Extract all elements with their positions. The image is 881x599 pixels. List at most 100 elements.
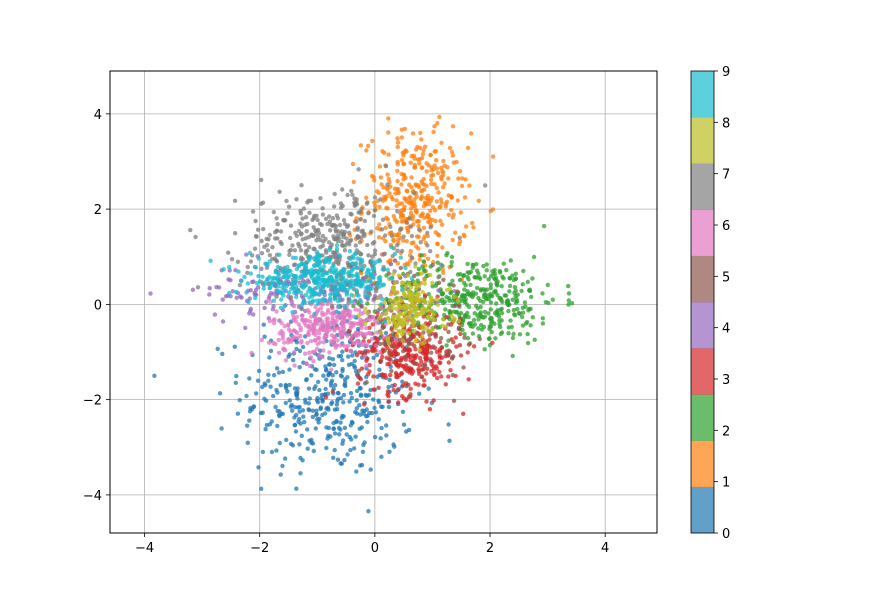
scatter-point-class-9 — [372, 261, 376, 265]
scatter-point-class-4 — [224, 294, 228, 298]
scatter-point-class-2 — [518, 332, 522, 336]
scatter-point-class-2 — [440, 292, 444, 296]
scatter-point-class-7 — [246, 265, 250, 269]
scatter-point-class-2 — [514, 277, 518, 281]
scatter-point-class-9 — [262, 286, 266, 290]
scatter-point-class-7 — [429, 225, 433, 229]
scatter-point-class-0 — [275, 366, 279, 370]
scatter-point-class-0 — [365, 420, 369, 424]
scatter-point-class-7 — [355, 197, 359, 201]
scatter-point-class-2 — [551, 298, 555, 302]
scatter-point-class-9 — [348, 249, 352, 253]
scatter-point-class-3 — [424, 371, 428, 375]
scatter-point-class-7 — [363, 219, 367, 223]
scatter-point-class-0 — [401, 410, 405, 414]
scatter-point-class-0 — [358, 386, 362, 390]
scatter-point-class-1 — [402, 207, 406, 211]
scatter-point-class-5 — [446, 352, 450, 356]
scatter-point-class-6 — [313, 338, 317, 342]
scatter-point-class-8 — [363, 307, 367, 311]
scatter-point-class-7 — [299, 231, 303, 235]
scatter-point-class-5 — [457, 326, 461, 330]
scatter-point-class-9 — [316, 292, 320, 296]
scatter-point-class-9 — [323, 299, 327, 303]
scatter-point-class-9 — [378, 259, 382, 263]
scatter-point-class-0 — [271, 394, 275, 398]
scatter-point-class-9 — [368, 279, 372, 283]
scatter-point-class-1 — [438, 205, 442, 209]
scatter-point-class-0 — [219, 426, 223, 430]
scatter-point-class-0 — [279, 472, 283, 476]
scatter-point-class-6 — [364, 332, 368, 336]
scatter-point-class-9 — [300, 270, 304, 274]
scatter-point-class-8 — [420, 271, 424, 275]
scatter-point-class-1 — [393, 187, 397, 191]
scatter-point-class-2 — [508, 318, 512, 322]
scatter-point-class-0 — [324, 446, 328, 450]
scatter-point-class-0 — [297, 409, 301, 413]
scatter-point-class-7 — [287, 253, 291, 257]
scatter-point-class-8 — [393, 281, 397, 285]
scatter-point-class-7 — [318, 245, 322, 249]
scatter-point-class-2 — [521, 311, 525, 315]
scatter-point-class-8 — [401, 338, 405, 342]
scatter-point-class-6 — [334, 319, 338, 323]
scatter-point-class-2 — [441, 301, 445, 305]
scatter-point-class-2 — [506, 300, 510, 304]
scatter-point-class-0 — [341, 400, 345, 404]
scatter-point-class-9 — [350, 267, 354, 271]
scatter-point-class-1 — [471, 225, 475, 229]
colorbar: 0123456789 — [691, 65, 730, 542]
scatter-point-class-1 — [464, 224, 468, 228]
scatter-point-class-6 — [303, 318, 307, 322]
scatter-point-class-6 — [342, 316, 346, 320]
scatter-point-class-1 — [387, 191, 391, 195]
scatter-point-class-6 — [272, 321, 276, 325]
scatter-point-class-6 — [346, 344, 350, 348]
scatter-point-class-7 — [249, 259, 253, 263]
scatter-point-class-7 — [280, 242, 284, 246]
scatter-point-class-1 — [452, 212, 456, 216]
scatter-point-class-9 — [294, 295, 298, 299]
scatter-point-class-7 — [290, 243, 294, 247]
scatter-point-class-0 — [283, 456, 287, 460]
scatter-point-class-7 — [358, 240, 362, 244]
scatter-point-class-9 — [253, 296, 257, 300]
scatter-point-class-2 — [483, 274, 487, 278]
scatter-point-class-7 — [334, 229, 338, 233]
scatter-point-class-0 — [290, 409, 294, 413]
scatter-point-class-8 — [420, 334, 424, 338]
scatter-point-class-9 — [239, 279, 243, 283]
scatter-point-class-1 — [453, 231, 457, 235]
scatter-point-class-8 — [424, 308, 428, 312]
scatter-point-class-8 — [407, 289, 411, 293]
scatter-point-class-7 — [293, 262, 297, 266]
scatter-point-class-9 — [254, 265, 258, 269]
scatter-point-class-7 — [349, 189, 353, 193]
scatter-point-class-9 — [389, 276, 393, 280]
scatter-point-class-0 — [297, 417, 301, 421]
scatter-point-class-9 — [372, 266, 376, 270]
scatter-point-class-3 — [467, 342, 471, 346]
scatter-point-class-7 — [230, 257, 234, 261]
scatter-point-class-7 — [289, 248, 293, 252]
scatter-point-class-0 — [388, 378, 392, 382]
scatter-point-class-0 — [347, 399, 351, 403]
colorbar-tick-label: 9 — [722, 65, 730, 80]
scatter-point-class-6 — [350, 321, 354, 325]
scatter-point-class-2 — [492, 322, 496, 326]
scatter-point-class-0 — [366, 509, 370, 513]
scatter-point-class-2 — [493, 272, 497, 276]
scatter-point-class-2 — [512, 308, 516, 312]
scatter-point-class-3 — [422, 378, 426, 382]
scatter-point-class-1 — [456, 198, 460, 202]
scatter-point-class-9 — [346, 272, 350, 276]
scatter-point-class-2 — [422, 259, 426, 263]
scatter-point-class-0 — [333, 431, 337, 435]
scatter-point-class-8 — [391, 316, 395, 320]
scatter-point-class-4 — [221, 319, 225, 323]
scatter-point-class-7 — [315, 218, 319, 222]
scatter-point-class-5 — [478, 337, 482, 341]
scatter-point-class-9 — [317, 276, 321, 280]
scatter-point-class-1 — [435, 199, 439, 203]
